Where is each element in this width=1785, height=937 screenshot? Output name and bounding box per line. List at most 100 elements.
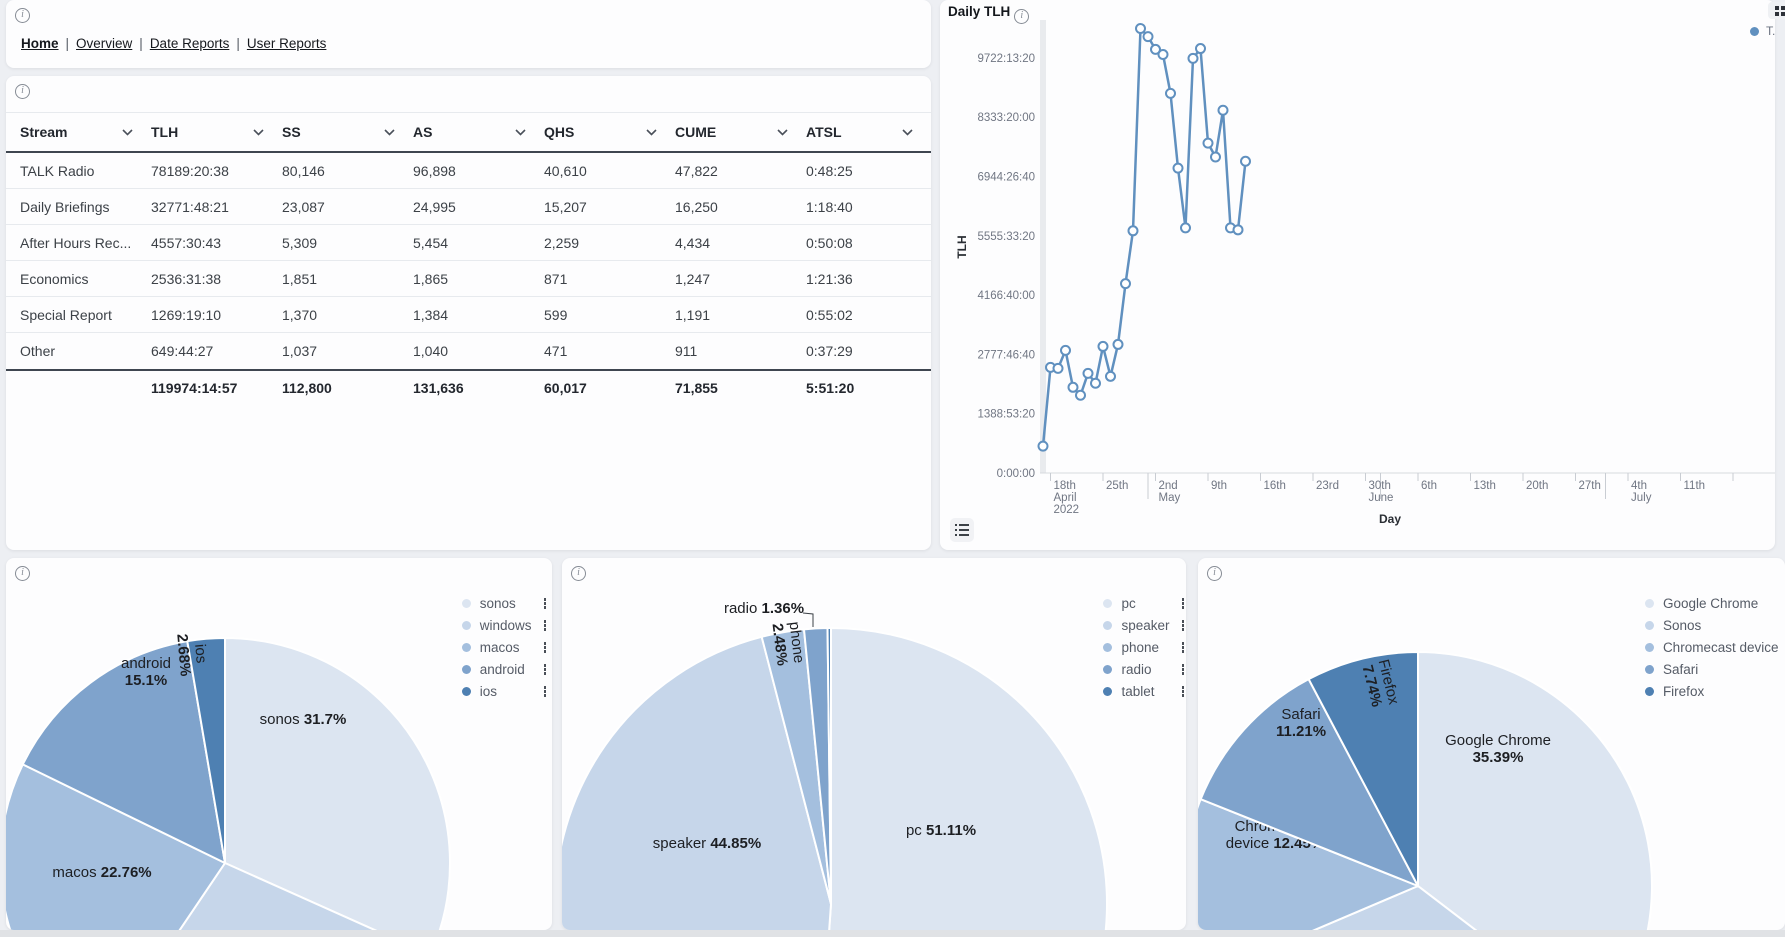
svg-text:9722:13:20: 9722:13:20 <box>977 53 1035 65</box>
list-icon[interactable] <box>950 518 974 542</box>
pie-slice-sonos[interactable] <box>1203 885 1604 930</box>
nav-link-user-reports[interactable]: User Reports <box>246 36 327 51</box>
legend-label: Chromecast device <box>1662 640 1779 655</box>
legend-item-android[interactable]: android <box>461 662 546 677</box>
legend-swatch <box>1644 687 1654 696</box>
pie-slice-google-chrome[interactable] <box>1417 651 1653 930</box>
kebab-menu-icon[interactable] <box>1181 620 1184 631</box>
kebab-menu-icon[interactable] <box>1181 686 1184 697</box>
svg-text:5555:33:20: 5555:33:20 <box>977 231 1035 243</box>
chevron-down-icon[interactable] <box>253 128 264 136</box>
legend-item-radio[interactable]: radio <box>1103 662 1184 677</box>
column-header-atsl[interactable]: ATSL <box>806 124 931 140</box>
table-row[interactable]: Daily Briefings 32771:48:21 23,087 24,995 15… <box>6 189 931 225</box>
kebab-menu-icon[interactable] <box>1181 598 1184 609</box>
stream-table: Stream TLH SS AS QHS CUME ATSL TALK Radio 78189:… <box>6 112 931 405</box>
legend-label: pc <box>1121 596 1136 611</box>
legend-item-safari[interactable]: Safari <box>1644 662 1785 677</box>
column-header-qhs[interactable]: QHS <box>544 124 675 140</box>
os-pie-chart[interactable]: sonos 31.7%macos 22.76%android15.1%ios2.… <box>6 558 552 930</box>
legend-item-google-chrome[interactable]: Google Chrome <box>1644 596 1785 611</box>
legend-label: speaker <box>1121 618 1170 633</box>
svg-text:6th: 6th <box>1421 480 1437 492</box>
chevron-down-icon[interactable] <box>515 128 526 136</box>
legend-item-windows[interactable]: windows <box>461 618 546 633</box>
chevron-down-icon[interactable] <box>777 128 788 136</box>
pie-slice-pc[interactable] <box>812 627 1108 930</box>
table-row[interactable]: Other 649:44:27 1,037 1,040 471 911 0:37:29 <box>6 333 931 369</box>
nav-link-date-reports[interactable]: Date Reports <box>149 36 230 51</box>
info-icon[interactable]: i <box>1014 9 1030 24</box>
column-header-as[interactable]: AS <box>413 124 544 140</box>
pie-slice-firefox[interactable] <box>1307 651 1419 887</box>
table-row[interactable]: Economics 2536:31:38 1,851 1,865 871 1,247 1:2… <box>6 261 931 297</box>
daily-tlh-line-chart[interactable]: 0:00:00 1388:53:20 2777:46:40 4166:40:00 555… <box>940 0 1775 550</box>
nav-link-home[interactable]: Home <box>21 36 59 51</box>
kebab-menu-icon[interactable] <box>543 642 546 653</box>
kebab-menu-icon[interactable] <box>543 598 546 609</box>
legend-item-tablet[interactable]: tablet <box>1103 684 1184 699</box>
legend-item-speaker[interactable]: speaker <box>1103 618 1184 633</box>
svg-text:ios: ios <box>191 643 210 664</box>
cell-value: 47,822 <box>675 162 718 179</box>
kebab-menu-icon[interactable] <box>1181 642 1184 653</box>
nav-link-overview[interactable]: Overview <box>76 36 133 51</box>
chevron-down-icon[interactable] <box>902 128 913 136</box>
info-icon[interactable]: i <box>1207 566 1222 581</box>
legend-item-chromecast-device[interactable]: Chromecast device <box>1644 640 1785 655</box>
chevron-down-icon[interactable] <box>646 128 657 136</box>
table-row[interactable]: Special Report 1269:19:10 1,370 1,384 599 1,1… <box>6 297 931 333</box>
svg-text:15.1%: 15.1% <box>125 672 168 689</box>
legend-swatch <box>461 599 471 608</box>
pie-slice-windows[interactable] <box>99 862 430 930</box>
legend-item-pc[interactable]: pc <box>1103 596 1184 611</box>
line-legend[interactable]: T... <box>1750 24 1775 38</box>
drag-handle-icon[interactable] <box>1768 2 1785 19</box>
svg-text:8333:20:00: 8333:20:00 <box>977 112 1035 124</box>
kebab-menu-icon[interactable] <box>1181 664 1184 675</box>
kebab-menu-icon[interactable] <box>543 620 546 631</box>
stream-name: Special Report <box>20 306 112 323</box>
stream-name: Economics <box>20 270 89 287</box>
pie-slice-chromecast-device[interactable] <box>1198 798 1419 930</box>
info-icon[interactable]: i <box>571 566 586 581</box>
legend-swatch <box>461 643 471 652</box>
legend-item-sonos[interactable]: Sonos <box>1644 618 1785 633</box>
legend-item-sonos[interactable]: sonos <box>461 596 546 611</box>
column-header-cume[interactable]: CUME <box>675 124 806 140</box>
pie-slice-macos[interactable] <box>6 763 226 930</box>
legend-label: phone <box>1121 640 1160 655</box>
column-header-stream[interactable]: Stream <box>20 124 151 140</box>
column-header-ss[interactable]: SS <box>282 124 413 140</box>
table-row[interactable]: TALK Radio 78189:20:38 80,146 96,898 40,610 4… <box>6 153 931 189</box>
pie-slice-safari[interactable] <box>1199 678 1419 887</box>
pie-slice-speaker[interactable] <box>562 635 832 930</box>
svg-text:4th: 4th <box>1631 480 1647 492</box>
kebab-menu-icon[interactable] <box>543 686 546 697</box>
legend-item-macos[interactable]: macos <box>461 640 546 655</box>
svg-text:macos 22.76%: macos 22.76% <box>52 864 151 881</box>
legend-item-ios[interactable]: ios <box>461 684 546 699</box>
legend-item-phone[interactable]: phone <box>1103 640 1184 655</box>
info-icon[interactable]: i <box>15 8 30 23</box>
column-label: ATSL <box>806 124 842 140</box>
legend-item-firefox[interactable]: Firefox <box>1644 684 1785 699</box>
horizontal-scrollbar[interactable] <box>0 930 1785 937</box>
table-row[interactable]: After Hours Rec... 4557:30:43 5,309 5,454 2,… <box>6 225 931 261</box>
pie-slice-sonos[interactable] <box>224 637 451 930</box>
kebab-menu-icon[interactable] <box>543 664 546 675</box>
chevron-down-icon[interactable] <box>122 128 133 136</box>
cell-value: 871 <box>544 270 568 287</box>
info-icon[interactable]: i <box>15 566 30 581</box>
info-icon[interactable]: i <box>15 84 30 99</box>
column-header-tlh[interactable]: TLH <box>151 124 282 140</box>
pie-slice-ios[interactable] <box>186 637 226 864</box>
pie-slice-android[interactable] <box>21 640 226 864</box>
legend-swatch <box>1103 599 1113 608</box>
pie-slice-tablet[interactable] <box>826 627 832 905</box>
chevron-down-icon[interactable] <box>384 128 395 136</box>
